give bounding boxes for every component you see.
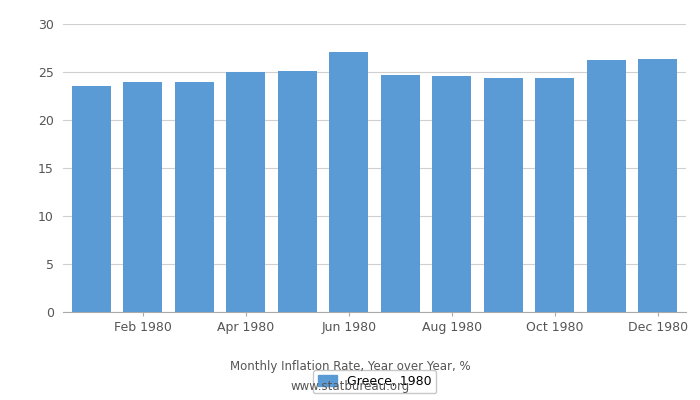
Bar [381, 75, 419, 312]
Bar [484, 78, 522, 312]
Bar [536, 78, 574, 312]
Bar [433, 76, 471, 312]
Bar [72, 86, 111, 312]
Bar [330, 52, 368, 312]
Legend: Greece, 1980: Greece, 1980 [313, 370, 436, 393]
Bar [638, 58, 677, 312]
Bar [227, 72, 265, 312]
Bar [278, 71, 316, 312]
Bar [123, 82, 162, 312]
Bar [175, 82, 214, 312]
Bar [587, 60, 626, 312]
Text: www.statbureau.org: www.statbureau.org [290, 380, 410, 393]
Text: Monthly Inflation Rate, Year over Year, %: Monthly Inflation Rate, Year over Year, … [230, 360, 470, 373]
